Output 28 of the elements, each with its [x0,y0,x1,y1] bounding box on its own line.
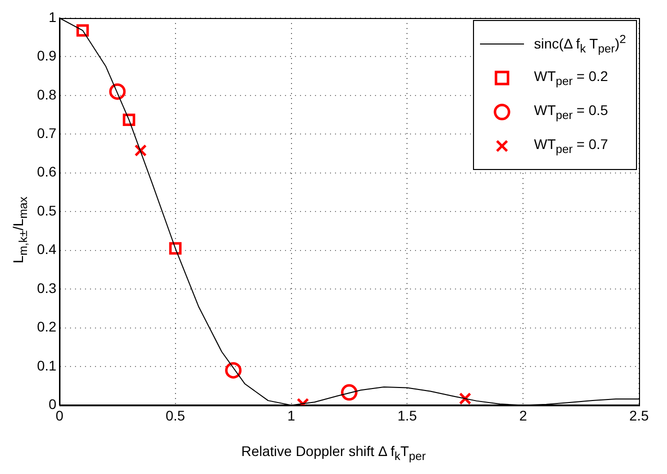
x-tick-label: 1 [287,407,296,424]
legend-label: WT$_{per}$ = 0.7 [534,136,608,156]
y-tick-label: 0.2 [36,318,57,335]
x-tick-label: 1.5 [397,407,418,424]
y-tick-label: 0.5 [36,202,57,218]
x-tick-label: 0.5 [166,407,186,424]
y-tick-label: 0.8 [36,86,57,102]
y-tick-label: 1 [48,8,57,25]
point [225,362,242,379]
y-tick-label: 0.1 [36,357,57,374]
legend-label: sinc(Δ f$_{k}$ T$_{per}$)$^{2}$ [534,32,626,56]
y-tick-label: 0.3 [36,280,57,296]
point [340,384,358,401]
point [76,24,89,37]
x-tick-label: 2.5 [629,407,649,424]
legend-label: WT$_{per}$ = 0.2 [534,68,608,88]
y-tick-label: 0.7 [36,125,57,142]
point [169,242,182,255]
point [122,114,136,126]
point [109,83,126,100]
x-axis-title: Relative Doppler shift Δ f$_{k}$T$_{per}$ [240,443,427,463]
point [134,144,147,157]
y-tick-label: 0.4 [36,241,57,258]
y-tick-label: 0.6 [36,164,57,180]
x-tick-label: 2 [519,407,528,424]
y-tick-label: 0 [48,396,57,412]
y-tick-label: 0.9 [36,48,57,64]
legend-label: WT$_{per}$ = 0.5 [534,102,608,122]
